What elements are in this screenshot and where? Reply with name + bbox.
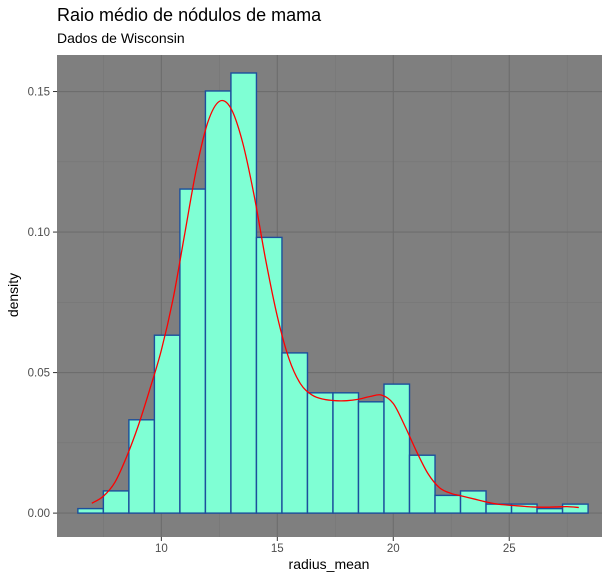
x-tick-label: 20: [387, 543, 400, 555]
x-tick-label: 15: [271, 543, 284, 555]
histogram-bars: [77, 72, 589, 514]
y-tick-label: 0.15: [28, 87, 50, 99]
histogram-bar: [434, 494, 462, 514]
y-tick-label: 0.00: [28, 508, 50, 520]
chart-subtitle: Dados de Wisconsin: [57, 30, 185, 46]
chart-title: Raio médio de nódulos de mama: [57, 5, 322, 25]
histogram-bar: [179, 188, 207, 514]
x-tick-label: 25: [503, 543, 516, 555]
y-axis-title: density: [5, 273, 21, 317]
histogram-bar: [77, 507, 105, 514]
y-tick-label: 0.05: [28, 368, 50, 380]
histogram-bar: [357, 401, 385, 514]
x-axis-ticks: 10 15 20 25: [155, 537, 516, 555]
histogram-bar: [408, 454, 436, 514]
histogram-bar: [459, 490, 487, 514]
histogram-bar: [230, 72, 258, 514]
histogram-bar: [306, 392, 334, 514]
histogram-bar: [561, 503, 589, 514]
histogram-bar: [383, 383, 411, 514]
histogram-bar: [281, 352, 309, 514]
y-tick-label: 0.10: [28, 227, 50, 239]
x-axis-title: radius_mean: [289, 556, 370, 572]
x-tick-label: 10: [155, 543, 168, 555]
histogram-bar: [102, 490, 130, 514]
histogram-bar: [255, 236, 283, 514]
histogram-bar: [204, 90, 232, 514]
density-curve: [91, 99, 579, 509]
histogram-bar: [153, 334, 181, 514]
y-axis-ticks: 0.00 0.05 0.10 0.15: [28, 87, 57, 520]
histogram-bar: [332, 392, 360, 514]
histogram-bar: [536, 507, 564, 514]
histogram-bar: [128, 419, 156, 514]
